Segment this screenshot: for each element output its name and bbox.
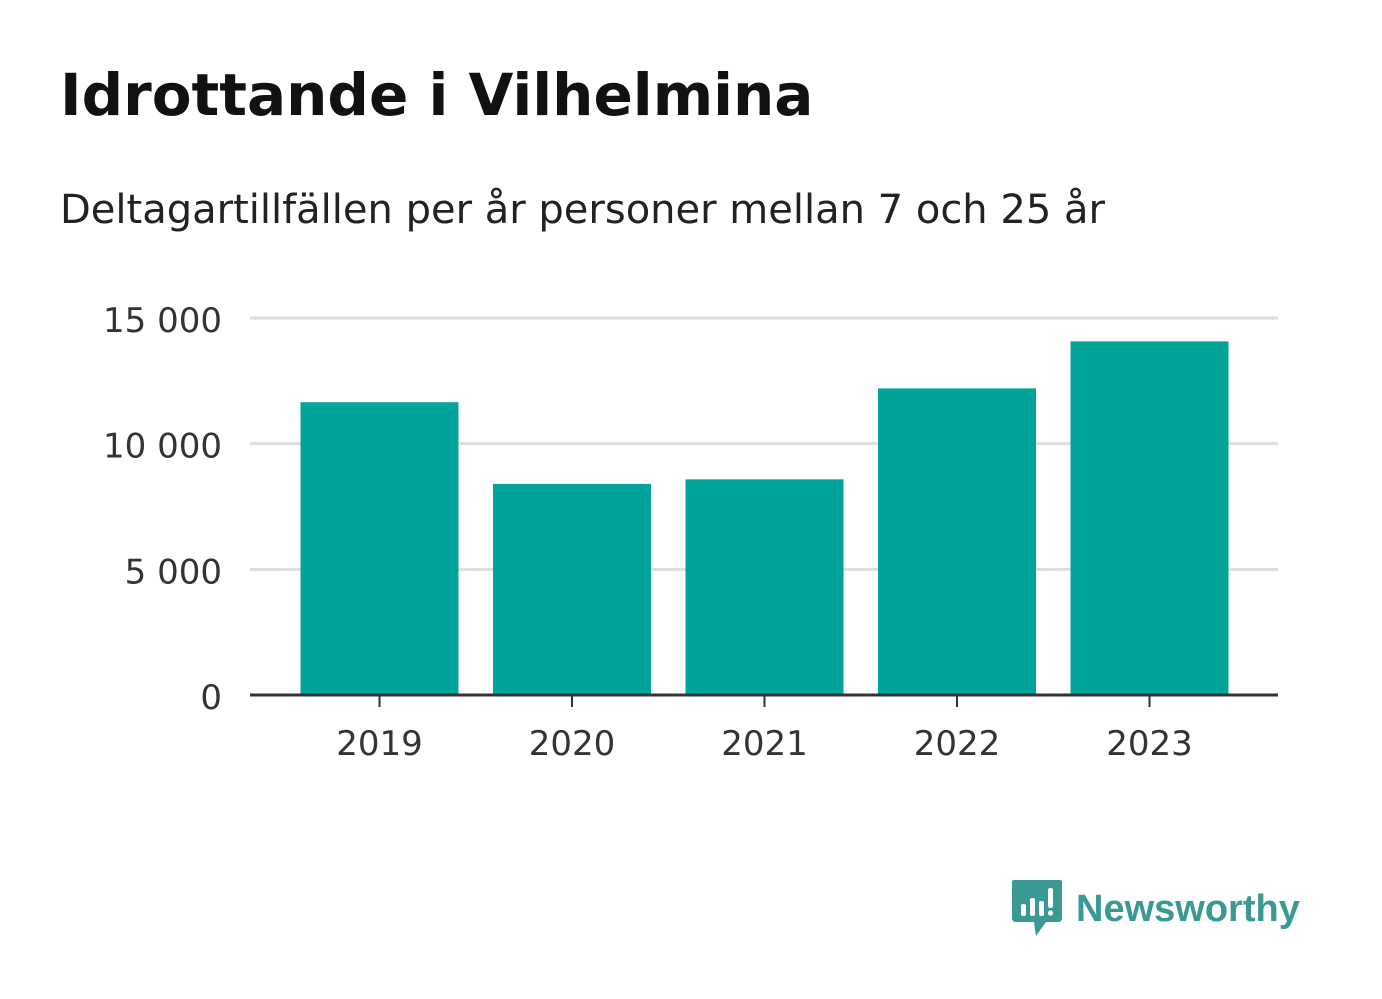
bar-2019 xyxy=(300,402,459,695)
x-axis-labels: 2019 2020 2021 2022 2023 xyxy=(336,724,1193,764)
y-tick-label: 15 000 xyxy=(103,301,222,341)
x-tick-label: 2020 xyxy=(529,724,616,764)
bar-2021 xyxy=(685,479,844,695)
bar-2023 xyxy=(1070,341,1229,695)
chart-title: Idrottande i Vilhelmina xyxy=(60,61,814,129)
chart-subtitle: Deltagartillfällen per år personer mella… xyxy=(60,187,1105,233)
bars xyxy=(300,341,1229,695)
x-axis xyxy=(250,693,1278,707)
y-axis-labels: 0 5 000 10 000 15 000 xyxy=(103,301,222,718)
x-tick-label: 2023 xyxy=(1106,724,1193,764)
newsworthy-chart-bubble-icon xyxy=(1012,880,1062,936)
x-tick-label: 2019 xyxy=(336,724,423,764)
y-tick-label: 5 000 xyxy=(125,552,222,592)
bar-2022 xyxy=(878,388,1036,695)
x-tick-label: 2022 xyxy=(914,724,1001,764)
y-tick-label: 10 000 xyxy=(103,427,222,467)
y-tick-label: 0 xyxy=(200,678,222,718)
x-tick-label: 2021 xyxy=(721,724,808,764)
bar-2020 xyxy=(493,483,651,695)
newsworthy-logo: Newsworthy xyxy=(1010,878,1300,940)
logo-text: Newsworthy xyxy=(1076,887,1300,930)
